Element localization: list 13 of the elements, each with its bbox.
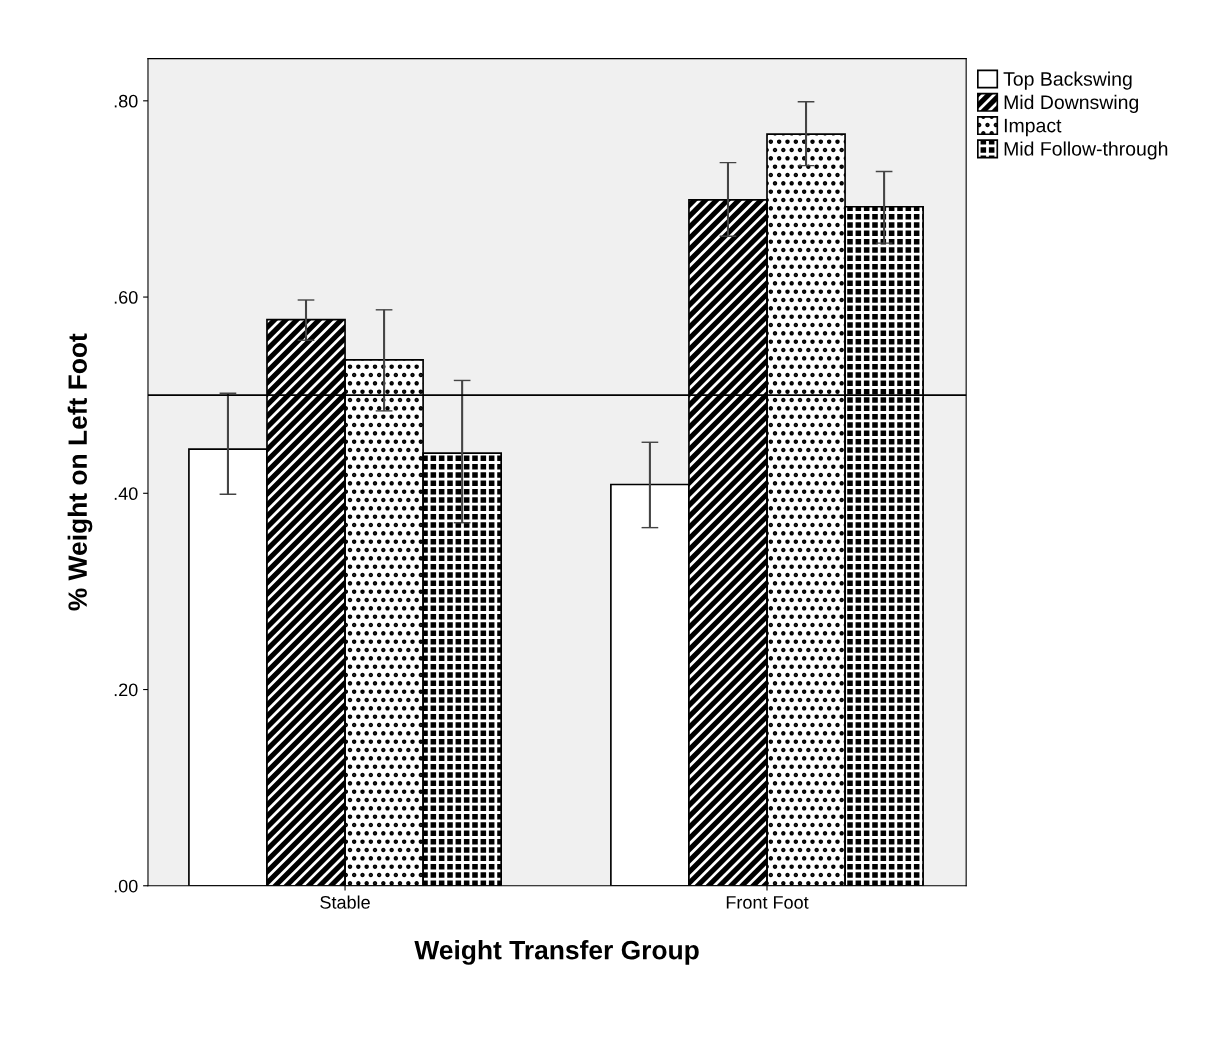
legend-label: Mid Downswing — [1004, 94, 1139, 113]
legend-label: Top Backswing — [1003, 71, 1132, 90]
y-tick-label: .80 — [114, 94, 138, 108]
x-tick-label: Front Foot — [726, 896, 809, 909]
legend-label: Mid Follow-through — [1004, 141, 1168, 160]
x-axis-title: Weight Transfer Group — [414, 940, 699, 965]
y-tick-label: .60 — [114, 290, 138, 304]
legend-label: Impact — [1004, 118, 1062, 137]
y-tick-label: .20 — [114, 683, 138, 697]
x-tick-label: Stable — [320, 895, 370, 909]
y-axis-title: % Weight on Left Foot — [67, 333, 93, 611]
y-tick-label: .00 — [114, 879, 138, 893]
y-tick-label: .40 — [114, 487, 138, 501]
